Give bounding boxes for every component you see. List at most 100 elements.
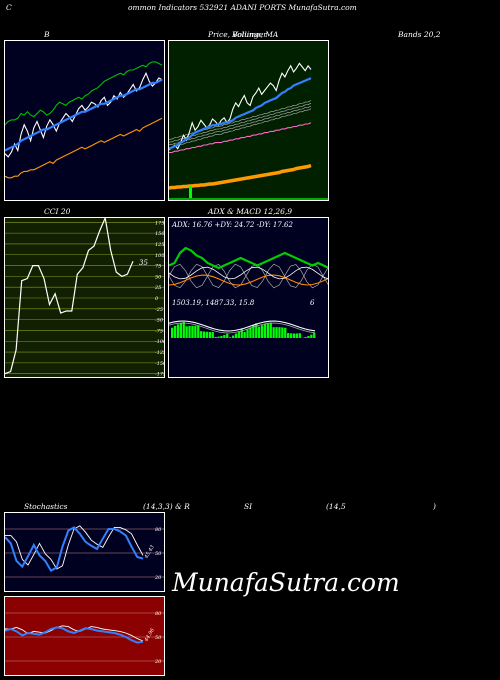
macd-hist-bar — [278, 327, 281, 338]
macd-hist-bar — [220, 335, 223, 338]
cci-panel: 175 150 125 100 75 50 25 0 -25 -50 -75 -100 -125 -150… — [4, 217, 165, 378]
stoch-last-label: 45.43 — [143, 544, 156, 560]
macd-signal-line — [169, 322, 316, 334]
cci-tick-0: 175 — [155, 220, 165, 226]
price-series-2 — [169, 122, 312, 154]
cci-tick-3: 100 — [155, 253, 165, 259]
bb-series-3 — [5, 117, 163, 179]
rsi-params: (14,5 — [326, 502, 346, 511]
price-series-0 — [169, 62, 312, 151]
macd-last: 6 — [310, 299, 315, 307]
macd-hist-bar — [269, 322, 272, 338]
bb-series-1 — [5, 71, 163, 158]
macd-hist-bar — [246, 329, 249, 338]
macd-hist-bar — [292, 333, 296, 338]
rsi-close: ) — [433, 502, 436, 511]
macd-hist-bar — [289, 333, 293, 338]
macd-hist-bar — [284, 327, 287, 338]
header-left: C — [6, 3, 12, 12]
macd-hist-bar — [307, 335, 310, 338]
macd-line — [169, 320, 316, 332]
macd-hist-bar — [240, 329, 243, 338]
price-title: Price, Volume, MA — [208, 30, 279, 39]
cci-tick-2: 125 — [155, 242, 165, 248]
cci-tick-11: -100 — [155, 339, 165, 345]
price-panel — [168, 40, 329, 201]
macd-hist-bar — [211, 332, 214, 338]
macd-hist-bar — [202, 331, 206, 338]
cci-tick-5: 50 — [155, 274, 162, 280]
stoch-title: Stochastics — [24, 502, 68, 511]
rsi-panel: 80 50 20 44.96 — [4, 596, 165, 676]
stoch-panel: 80 50 20 45.43 — [4, 512, 165, 592]
macd-hist-bar — [313, 333, 316, 338]
macd-hist-bar — [182, 322, 185, 338]
macd-hist-bar — [188, 325, 191, 338]
macd-hist-bar — [237, 331, 240, 338]
macd-hist-bar — [208, 331, 211, 338]
bb-title: B — [44, 30, 50, 39]
cci-tick-12: -125 — [155, 350, 165, 356]
adx-minus-line — [169, 274, 328, 286]
volume-base-bar — [169, 198, 328, 200]
bands-title: Bands 20,2 — [398, 30, 441, 39]
adx-plus-line — [169, 266, 328, 280]
macd-hist-bar — [223, 334, 226, 338]
stoch-params: (14,3,3) & R — [143, 502, 190, 511]
bb-series-0 — [5, 61, 163, 126]
bollinger-panel — [4, 40, 165, 201]
stoch-tick-1: 50 — [155, 551, 162, 557]
macd-hist-bar — [231, 335, 235, 338]
macd-hist-bar — [191, 325, 194, 338]
price-ma-band-0 — [169, 108, 312, 148]
macd-hist-bar — [229, 337, 232, 338]
macd-hist-bar — [249, 327, 252, 338]
cci-tick-13: -150 — [155, 361, 165, 367]
cci-tick-4: 75 — [155, 264, 161, 270]
macd-hist-bar — [281, 327, 284, 338]
macd-hist-bar — [266, 323, 269, 338]
macd-hist-bar — [298, 333, 301, 338]
cci-last-label: 35 — [139, 259, 148, 267]
cci-tick-14: -175 — [155, 372, 165, 378]
cci-chart: 175 150 125 100 75 50 25 0 -25 -50 -75 -100 -125 -150… — [5, 218, 165, 378]
price-chart — [169, 62, 328, 200]
bollinger-chart — [5, 61, 163, 179]
macd-hist-bar — [252, 325, 255, 338]
cci-tick-8: -25 — [155, 307, 163, 313]
adx-chart — [169, 246, 328, 338]
adx-title: ADX & MACD 12,26,9 — [208, 207, 293, 216]
header-center: ommon Indicators 532921 ADANI PORTS Muna… — [128, 3, 357, 12]
bb-series-2 — [5, 78, 163, 152]
macd-hist-bar — [234, 333, 238, 338]
cci-title: CCI 20 — [44, 207, 71, 216]
macd-hist-bar — [173, 325, 177, 338]
rsi-tick-0: 80 — [155, 611, 162, 617]
adx-dy-1 — [169, 263, 328, 289]
macd-hist-bar — [200, 331, 203, 338]
macd-hist-bar — [258, 326, 261, 338]
macd-hist-bar — [185, 326, 188, 338]
cci-tick-6: 25 — [154, 285, 161, 291]
price-ma-band-1 — [169, 105, 312, 146]
adx-dy-0 — [169, 263, 328, 289]
rsi-tick-1: 50 — [155, 635, 162, 641]
rsi-main-line — [5, 626, 144, 644]
price-series-1 — [169, 77, 312, 150]
macd-hist-bar — [263, 324, 267, 338]
macd-hist-bar — [214, 336, 217, 338]
stoch-main-line — [5, 526, 144, 572]
price-ma-band-3 — [169, 100, 312, 140]
macd-hist-bar — [275, 327, 278, 338]
stoch-tick-0: 80 — [155, 527, 162, 533]
cci-tick-10: -75 — [155, 328, 163, 334]
macd-hist-bar — [243, 331, 246, 338]
adx-line — [169, 246, 328, 270]
adx-panel: ADX: 16.76 +DY: 24.72 -DY: 17.62 1503.19… — [168, 217, 329, 378]
macd-hist-bar — [205, 331, 209, 338]
watermark: MunafaSutra.com — [172, 568, 400, 597]
adx-values: ADX: 16.76 +DY: 24.72 -DY: 17.62 — [172, 221, 293, 229]
rsi-tick-2: 20 — [154, 659, 162, 665]
macd-hist-bar — [176, 324, 180, 338]
